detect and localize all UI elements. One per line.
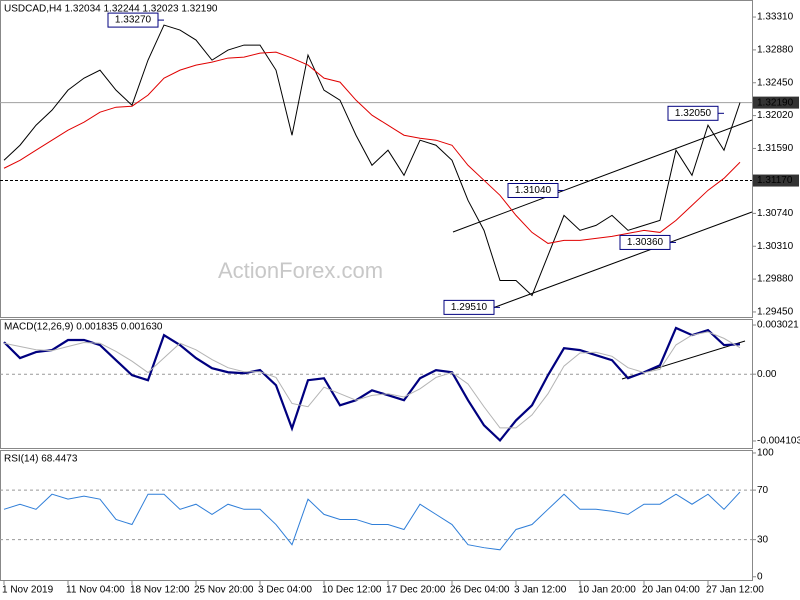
y-tick-label: 100 [757,448,774,459]
y-tick-label: 1.32020 [757,110,794,121]
watermark: ActionForex.com [218,258,383,283]
series-line [3,51,741,244]
x-tick-label: 3 Jan 12:00 [514,585,567,596]
price-panel [0,0,753,318]
y-tick-label: 0 [757,571,763,582]
x-tick-label: 11 Nov 04:00 [66,585,125,596]
y-tick-label: 1.32450 [757,77,794,88]
y-tick-label: 1.31590 [757,143,794,154]
price-level-box [753,174,799,187]
annotation-label: 1.32050 [675,108,712,119]
x-tick-label: 10 Dec 12:00 [322,585,382,596]
y-tick-label: 1.33310 [757,12,794,23]
x-tick-label: 18 Nov 12:00 [130,585,190,596]
x-tick-label: 25 Nov 20:00 [194,585,254,596]
y-tick-label: -0.004103 [757,436,800,447]
price-level-label: 1.31170 [757,175,793,186]
x-tick-label: 26 Dec 04:00 [450,585,510,596]
y-tick-label: 1.30740 [757,208,794,219]
rsi-panel [0,450,753,581]
series-line [3,491,741,551]
price-level-box [753,96,799,109]
y-tick-label: 1.30310 [757,241,794,252]
series-line [3,326,741,443]
y-tick-label: 1.29880 [757,274,794,285]
y-tick-label: 0.00 [757,369,777,380]
x-tick-label: 17 Dec 20:00 [386,585,446,596]
annotation-label: 1.29510 [451,302,488,313]
annotation-label: 1.31040 [515,185,552,196]
x-tick-label: 20 Jan 04:00 [642,585,700,596]
price-level-label: 1.32190 [757,97,794,108]
macd-panel [0,319,753,449]
x-tick-label: 3 Dec 04:00 [258,585,312,596]
series-line [3,24,741,297]
annotation-label: 1.30360 [627,237,664,248]
y-tick-label: 0.003021 [757,320,799,331]
y-tick-label: 70 [757,485,769,496]
price-title: USDCAD,H4 1.32034 1.32244 1.32023 1.3219… [4,4,218,15]
macd-title: MACD(12,26,9) 0.001835 0.001630 [4,322,163,333]
annotation-label: 1.33270 [115,15,152,26]
x-tick-label: 1 Nov 2019 [2,585,54,596]
x-tick-label: 27 Jan 12:00 [706,585,764,596]
rsi-title: RSI(14) 68.4473 [4,454,78,465]
series-line [3,331,741,429]
channel-upper [452,119,753,233]
y-tick-label: 30 [757,534,769,545]
y-tick-label: 1.32880 [757,45,794,56]
x-tick-label: 10 Jan 20:00 [578,585,636,596]
channel-lower [489,211,753,310]
y-tick-label: 1.29450 [757,307,794,318]
